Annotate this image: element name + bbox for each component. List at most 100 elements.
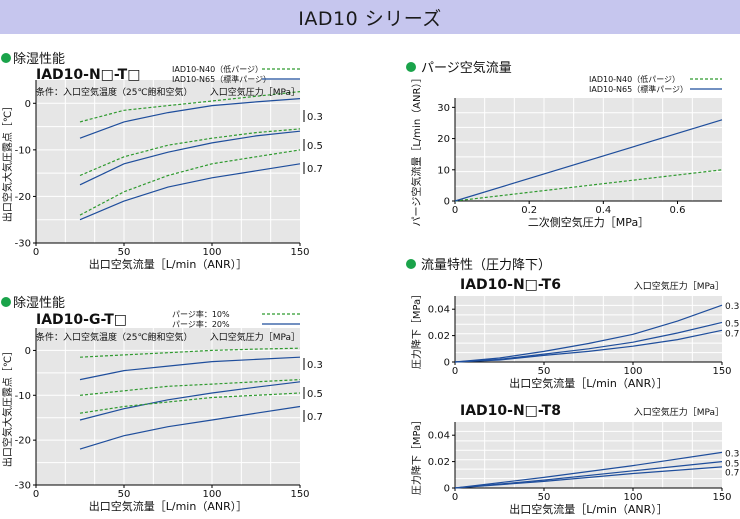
dehum_n-pressure-label-0: 0.3 bbox=[307, 112, 323, 123]
flow_t8-x-tick-label: 100 bbox=[623, 492, 642, 503]
banner-title: IAD10 シリーズ bbox=[298, 7, 442, 30]
dehum_g-x-tick-label: 150 bbox=[290, 489, 309, 500]
dehum_n-pressure-label-2: 0.7 bbox=[307, 164, 323, 175]
purge-bullet-icon bbox=[406, 62, 416, 72]
dehum_g-y-axis-label: 出口空気大気圧露点［℃］ bbox=[1, 346, 14, 467]
dehum_g-model-title: IAD10-G-T□ bbox=[36, 312, 127, 328]
dehum_g-x-tick-label: 0 bbox=[33, 489, 39, 500]
dehum_n-y-tick-label: 0 bbox=[25, 99, 31, 110]
dehum_n-legend-label-1: IAD10-N65（標準パージ） bbox=[172, 74, 271, 84]
flow_t6-model-title: IAD10-N□-T6 bbox=[460, 277, 561, 293]
dehum_n-x-tick-label: 100 bbox=[202, 247, 221, 258]
dehum_g-y-tick-label: -10 bbox=[15, 391, 31, 402]
purge-plot-area bbox=[455, 98, 722, 201]
flow_t6-x-tick-label: 100 bbox=[623, 366, 642, 377]
dehum_g-y-tick-label: -30 bbox=[15, 481, 31, 492]
charts-canvas: 0 50 100 1500-10-20-30出口空気流量［L/min（ANR）］除湿性… bbox=[1, 52, 739, 516]
flow_t8-pressure-header: 入口空気圧力［MPa］ bbox=[634, 406, 724, 418]
dehum_g-series-line-1 bbox=[79, 356, 301, 381]
dehum_n-pressure-label-1: 0.5 bbox=[307, 141, 323, 152]
flow_t8-pressure-label-2: 0.7 bbox=[725, 469, 739, 479]
purge-y-tick-label: 20 bbox=[437, 134, 450, 145]
dehum_g-condition: 条件：入口空気温度（25℃飽和空気） bbox=[36, 331, 193, 343]
dehum_n-series-line-3 bbox=[79, 130, 301, 186]
dehum_n-series-line-4 bbox=[79, 149, 301, 216]
purge-legend-label-1: IAD10-N65（標準パージ） bbox=[589, 84, 688, 94]
flow_t8-model-title: IAD10-N□-T8 bbox=[460, 403, 561, 419]
flow_t8-pressure-label-0: 0.3 bbox=[725, 449, 739, 459]
flow_t6-series-line-0 bbox=[454, 304, 723, 363]
flow_t6-x-tick-label: 0 bbox=[452, 366, 458, 377]
dehum_g-series-line-5 bbox=[79, 405, 301, 450]
dehum_g-x-tick-label: 100 bbox=[202, 489, 221, 500]
purge-x-axis-label: 二次側空気圧力［MPa］ bbox=[528, 215, 649, 229]
purge-section-title: パージ空気流量 bbox=[421, 60, 512, 76]
purge-y-tick-label: 30 bbox=[437, 103, 450, 114]
dehum_n-y-tick-label: -10 bbox=[15, 145, 31, 156]
page-banner: IAD10 シリーズ bbox=[0, 0, 740, 34]
flow_t8-y-tick-label: 0.02 bbox=[428, 457, 450, 468]
flow_t6-pressure-label-1: 0.5 bbox=[725, 319, 739, 329]
purge-series-line-1 bbox=[454, 119, 723, 202]
flow_t6-y-axis-label: 圧力降下［MPa］ bbox=[410, 289, 423, 369]
flow_t8-series-line-2 bbox=[454, 466, 723, 489]
dehum_g-pressure-header: 入口空気圧力［MPa］ bbox=[210, 331, 300, 343]
dehum_n-series-line-1 bbox=[79, 98, 301, 139]
dehum_g-x-axis-label: 出口空気流量［L/min（ANR）］ bbox=[89, 499, 247, 513]
dehum_g-y-tick-label: -20 bbox=[15, 436, 31, 447]
dehum_n-series-line-0 bbox=[79, 91, 301, 123]
flow_t8-y-tick-label: 0 bbox=[444, 484, 450, 495]
flow_t6-pressure-header: 入口空気圧力［MPa］ bbox=[634, 280, 724, 292]
purge-x-tick-label: 0.4 bbox=[595, 205, 611, 216]
flow_t6-x-tick-label: 50 bbox=[538, 366, 551, 377]
purge-y-tick-label: 0 bbox=[444, 197, 450, 208]
dehum_n-x-axis-label: 出口空気流量［L/min（ANR）］ bbox=[89, 257, 247, 271]
flow_t6-y-tick-label: 0.04 bbox=[428, 305, 450, 316]
dehum_n-x-tick-label: 50 bbox=[118, 247, 131, 258]
flow_t6-pressure-label-0: 0.3 bbox=[725, 302, 739, 312]
purge-y-tick-label: 10 bbox=[437, 165, 450, 176]
dehum_g-series-line-2 bbox=[79, 379, 301, 396]
dehum_n-series-line-5 bbox=[79, 163, 301, 221]
flow_t8-pressure-label-1: 0.5 bbox=[725, 459, 739, 469]
flow_t6-x-axis-label: 出口空気流量［L/min（ANR）］ bbox=[509, 376, 667, 390]
dehum_n-section-title: 除湿性能 bbox=[13, 52, 65, 67]
flow_t8-x-axis-label: 出口空気流量［L/min（ANR）］ bbox=[509, 502, 667, 516]
dehum_g-legend-label-0: パージ率：10% bbox=[172, 309, 230, 319]
dehum_g-bullet-icon bbox=[1, 297, 11, 307]
flow_t8-y-axis-label: 圧力降下［MPa］ bbox=[410, 415, 423, 495]
flow_t6-y-tick-label: 0.02 bbox=[428, 331, 450, 342]
dehum_n-y-tick-label: -20 bbox=[15, 192, 31, 203]
purge-x-tick-label: 0.6 bbox=[670, 205, 686, 216]
flow_t6-bullet-icon bbox=[406, 259, 416, 269]
flow_t6-pressure-label-2: 0.7 bbox=[725, 329, 739, 339]
flow_t8-y-tick-label: 0.04 bbox=[428, 431, 450, 442]
dehum_g-x-tick-label: 50 bbox=[118, 489, 131, 500]
flow_t8-x-tick-label: 50 bbox=[538, 492, 551, 503]
flow_t6-x-tick-label: 150 bbox=[712, 366, 731, 377]
purge-legend-label-0: IAD10-N40（低パージ） bbox=[589, 74, 680, 84]
dehum_g-plot-area bbox=[36, 328, 300, 485]
dehum_n-pressure-header: 入口空気圧力［MPa］ bbox=[210, 86, 300, 98]
dehum_n-plot-area bbox=[36, 80, 300, 243]
dehum_g-legend-label-1: パージ率：20% bbox=[172, 319, 230, 329]
dehum_n-legend-label-0: IAD10-N40（低パージ） bbox=[172, 64, 263, 74]
flow_t6-series-line-2 bbox=[454, 329, 723, 363]
dehum_n-condition: 条件：入口空気温度（25℃飽和空気） bbox=[36, 86, 193, 98]
dehum_n-x-tick-label: 150 bbox=[290, 247, 309, 258]
dehum_g-section-title: 除湿性能 bbox=[13, 296, 65, 311]
dehum_n-bullet-icon bbox=[1, 53, 11, 63]
dehum_n-series-line-2 bbox=[79, 128, 301, 177]
dehum_n-y-tick-label: -30 bbox=[15, 239, 31, 250]
flow_t8-series-line-0 bbox=[454, 451, 723, 489]
purge-x-tick-label: 0 bbox=[452, 205, 458, 216]
dehum_g-pressure-label-0: 0.3 bbox=[307, 360, 323, 371]
flow_t8-series-line-1 bbox=[454, 461, 723, 489]
dehum_g-pressure-label-2: 0.7 bbox=[307, 412, 323, 423]
dehum_g-series-line-4 bbox=[79, 392, 301, 414]
dehum_n-y-axis-label: 出口空気大気圧露点［℃］ bbox=[1, 101, 14, 222]
dehum_g-pressure-label-1: 0.5 bbox=[307, 389, 323, 400]
dehum_g-series-line-3 bbox=[79, 381, 301, 421]
purge-x-tick-label: 0.2 bbox=[521, 205, 537, 216]
flow_t8-x-tick-label: 150 bbox=[712, 492, 731, 503]
